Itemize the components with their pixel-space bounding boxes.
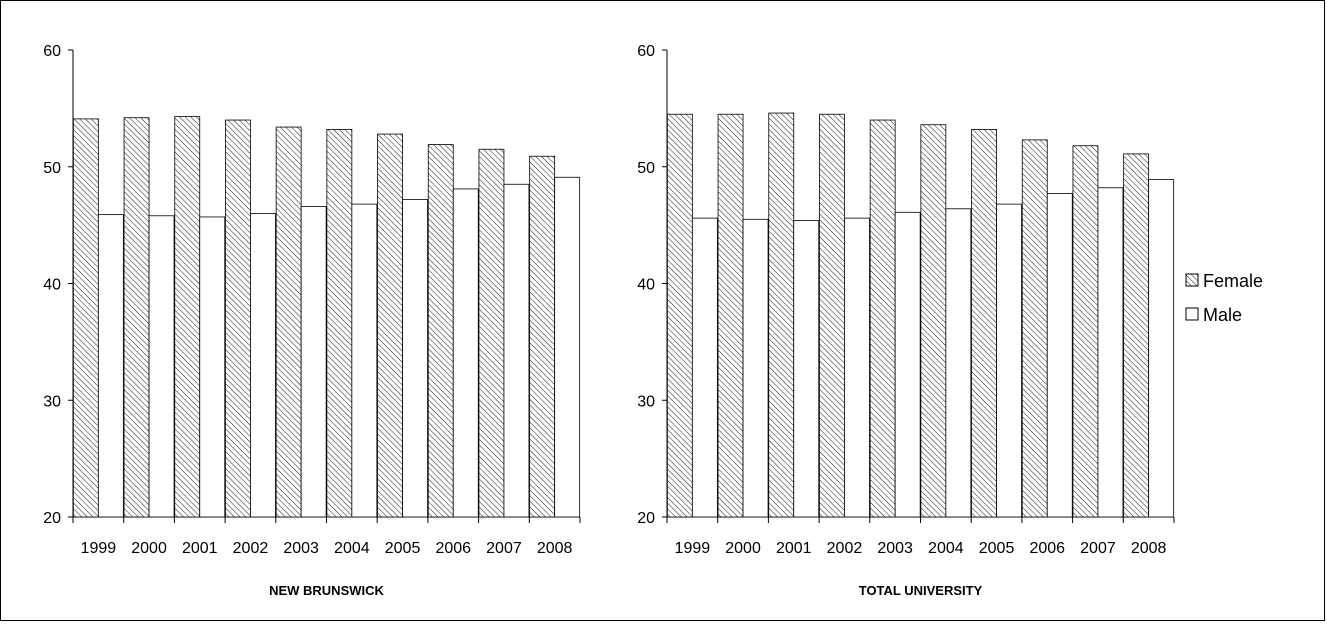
x-tick-label: 2008 [537, 540, 573, 557]
bar-male-1999 [691, 217, 718, 518]
bar-male-2001 [199, 216, 226, 518]
chart-title: NEW BRUNSWICK [269, 583, 384, 598]
x-tick-label: 2000 [725, 540, 761, 557]
legend: Female Male [1185, 271, 1263, 325]
chart-new-brunswick: 20 30 40 50 60 1999 2000 2001 2002 2003 2004 2005 20… [43, 43, 581, 598]
bar-male-2002 [844, 217, 870, 518]
legend-swatch-female [1185, 273, 1199, 287]
bar-male-2006 [452, 188, 479, 518]
bar-female-2008 [1123, 153, 1150, 518]
bar-female-2007 [1072, 145, 1099, 518]
x-tick-label: 2006 [1029, 540, 1065, 557]
bar-male-2007 [503, 183, 530, 518]
bar-male-2003 [300, 206, 327, 518]
bar-male-2008 [554, 176, 581, 518]
bar-male-2005 [996, 203, 1022, 518]
bar-male-2006 [1046, 193, 1073, 518]
bar-male-2008 [1148, 179, 1175, 518]
x-tick-label: 2001 [182, 540, 218, 557]
bar-female-2005 [377, 133, 403, 518]
x-tick-label: 1999 [675, 540, 711, 557]
y-tick-label: 30 [43, 393, 61, 410]
bar-female-1999 [666, 113, 693, 518]
x-tick-label: 2005 [385, 540, 421, 557]
bar-male-2001 [793, 220, 820, 518]
bar-female-2006 [427, 144, 454, 518]
x-tick-label: 2004 [928, 540, 964, 557]
bar-female-2008 [529, 155, 556, 518]
y-tick-label: 60 [637, 43, 655, 60]
bar-female-2000 [717, 113, 744, 518]
bar-female-2002 [225, 119, 251, 518]
bar-female-2000 [123, 117, 150, 518]
x-tick-label: 2006 [435, 540, 471, 557]
bar-male-2004 [945, 208, 972, 518]
bar-female-2001 [174, 116, 201, 518]
bar-male-2007 [1097, 187, 1124, 518]
bar-female-2007 [478, 148, 505, 518]
legend-swatch-male [1185, 307, 1199, 321]
x-tick-label: 2002 [827, 540, 863, 557]
legend-label-female: Female [1203, 271, 1263, 291]
x-tick-label: 2001 [776, 540, 812, 557]
x-tick-label: 2008 [1131, 540, 1167, 557]
bar-female-2006 [1021, 139, 1048, 518]
bar-male-2003 [894, 211, 921, 518]
y-tick-label: 50 [43, 160, 61, 177]
bar-female-2003 [275, 126, 302, 518]
bar-female-2002 [819, 113, 845, 518]
bar-male-2004 [351, 203, 378, 518]
x-tick-label: 2007 [486, 540, 522, 557]
chart-total-university: 20 30 40 50 60 1999 2000 2001 2002 2003 2004 2005 20… [637, 43, 1175, 598]
x-tick-label: 2005 [979, 540, 1015, 557]
bar-female-2004 [920, 124, 947, 518]
bar-female-2005 [971, 128, 997, 518]
chart-title: TOTAL UNIVERSITY [859, 583, 983, 598]
x-tick-label: 2003 [877, 540, 913, 557]
x-tick-label: 2007 [1080, 540, 1116, 557]
bar-female-2003 [869, 119, 896, 518]
bar-male-2000 [148, 215, 175, 518]
x-tick-label: 1999 [81, 540, 117, 557]
x-tick-label: 2002 [233, 540, 269, 557]
bar-female-1999 [72, 118, 99, 518]
x-tick-label: 2003 [283, 540, 319, 557]
legend-label-male: Male [1203, 305, 1242, 325]
y-tick-label: 20 [43, 510, 61, 527]
x-tick-label: 2004 [334, 540, 370, 557]
y-tick-label: 40 [637, 277, 655, 294]
x-tick-label: 2000 [131, 540, 167, 557]
bar-male-2005 [402, 199, 428, 518]
y-tick-label: 40 [43, 277, 61, 294]
y-tick-label: 60 [43, 43, 61, 60]
y-tick-label: 20 [637, 510, 655, 527]
bar-male-2000 [742, 218, 769, 518]
y-tick-label: 50 [637, 160, 655, 177]
bar-female-2004 [326, 128, 353, 518]
bar-female-2001 [768, 112, 795, 518]
bar-male-2002 [250, 213, 276, 518]
bar-male-1999 [97, 214, 124, 518]
y-tick-label: 30 [637, 393, 655, 410]
